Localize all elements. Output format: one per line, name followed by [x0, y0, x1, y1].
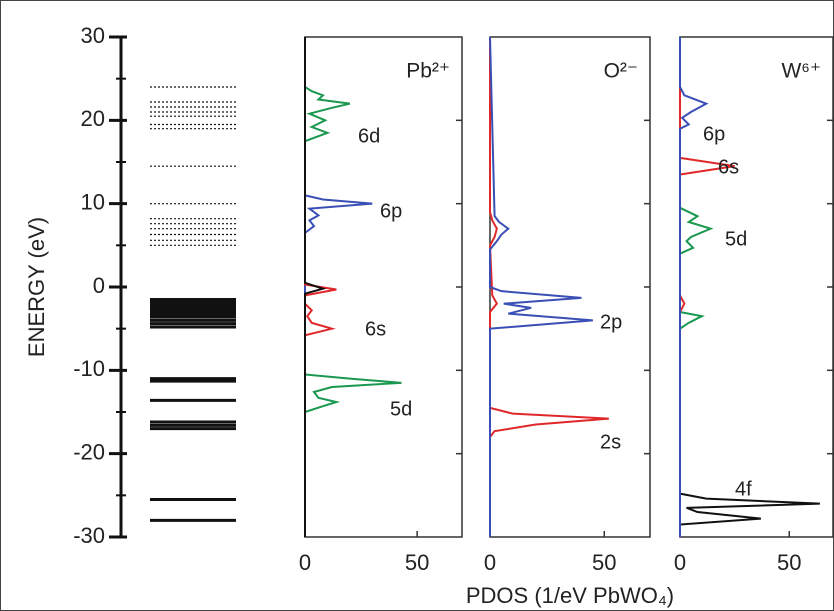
orbital-label: 6p: [380, 200, 402, 222]
y-axis-label: ENERGY (eV): [24, 217, 49, 357]
x-tick-label: 50: [592, 550, 616, 575]
pdos-curve: [488, 37, 609, 537]
pdos-curve: [304, 37, 327, 537]
pdos-curve: [489, 36, 593, 537]
orbital-label: 5d: [725, 228, 747, 250]
pdos-curve: [679, 37, 820, 537]
x-tick-label: 0: [299, 550, 311, 575]
y-tick-label: 0: [93, 273, 105, 298]
x-axis-label: PDOS (1/eV PbWO₄): [466, 583, 674, 608]
pdos-curve: [304, 37, 373, 537]
y-tick-label: 10: [81, 189, 105, 214]
pdos-curve: [679, 37, 714, 537]
orbital-label: 6s: [365, 318, 386, 340]
y-tick-label: 20: [81, 106, 105, 131]
x-tick-label: 50: [405, 550, 429, 575]
x-tick-label: 0: [674, 550, 686, 575]
panel-title: Pb²⁺: [406, 60, 450, 83]
orbital-label: 2s: [600, 431, 621, 453]
panel-title: O²⁻: [604, 60, 638, 83]
y-tick-label: -30: [73, 523, 105, 548]
y-tick-label: -10: [73, 356, 105, 381]
y-tick-label: 30: [81, 23, 105, 48]
orbital-label: 2p: [600, 311, 622, 333]
orbital-label: 6d: [358, 125, 380, 147]
x-tick-label: 50: [777, 550, 801, 575]
pdos-curve: [304, 37, 337, 537]
pdos-curve: [304, 37, 402, 537]
orbital-label: 6p: [703, 123, 725, 145]
y-tick-label: -20: [73, 439, 105, 464]
orbital-label: 5d: [390, 398, 412, 420]
orbital-label: 6s: [718, 156, 739, 178]
x-tick-label: 0: [484, 550, 496, 575]
orbital-label: 4f: [735, 478, 752, 500]
panel-title: W⁶⁺: [781, 60, 821, 83]
pdos-curve: [679, 37, 709, 537]
